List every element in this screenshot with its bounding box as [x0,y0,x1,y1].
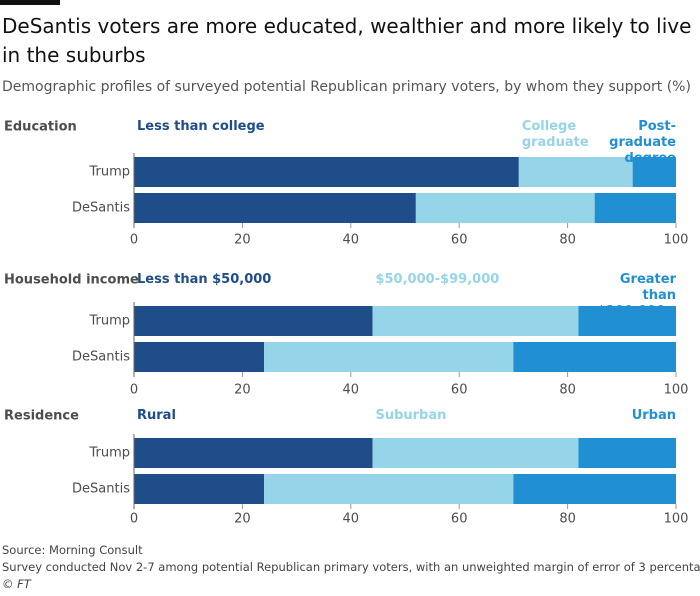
bar-segment [264,342,514,372]
x-tick-label: 0 [130,512,138,527]
bar-segment [415,193,595,223]
x-tick-label: 0 [130,383,138,398]
bar-segment [578,306,676,336]
x-tick-label: 80 [559,512,576,527]
bar-segment [134,438,373,468]
source: Source: Morning Consult [2,543,143,557]
legend-label: Greater than $100,000+ [596,272,677,319]
legend-label: Less than $50,000 [137,272,272,287]
bar-segment [134,474,265,504]
credit: © FT [2,577,31,591]
panel-title: Residence [4,409,79,424]
chart-title: DeSantis voters are more educated, wealt… [2,14,692,67]
legend-label: Suburban [375,408,447,423]
x-tick-label: 100 [664,233,689,248]
bar-segment [134,157,519,187]
panel-title: Education [4,120,77,135]
x-tick-label: 0 [130,233,138,248]
x-tick-label: 60 [451,233,468,248]
bar-segment [134,193,416,223]
bar-segment [372,438,579,468]
y-tick-label: Trump [88,446,130,461]
bar-segment [632,157,676,187]
legend-label: College graduate [521,119,589,150]
x-tick-label: 60 [451,512,468,527]
x-tick-label: 20 [234,383,251,398]
x-tick-label: 100 [664,383,689,398]
note: Survey conducted Nov 2-7 among potential… [2,560,700,574]
x-tick-label: 80 [559,383,576,398]
x-tick-label: 60 [451,383,468,398]
bar-segment [372,306,579,336]
bar-segment [578,438,676,468]
y-tick-label: Trump [88,314,130,329]
bar-segment [518,157,633,187]
x-tick-label: 20 [234,512,251,527]
legend-label: Rural [137,408,176,423]
y-tick-label: DeSantis [72,201,130,216]
y-tick-label: DeSantis [72,350,130,365]
bar-segment [264,474,514,504]
bar-segment [594,193,676,223]
bar-segment [134,306,373,336]
x-tick-label: 40 [343,383,360,398]
legend-label: Less than college [137,119,265,134]
y-tick-label: DeSantis [72,482,130,497]
legend-label: Post-graduate degree [609,119,676,166]
subtitle: Demographic profiles of surveyed potenti… [2,79,691,95]
legend-label: $50,000-$99,000 [375,272,500,287]
panel-title: Household income [4,273,139,288]
title-rule [0,0,60,5]
x-tick-label: 20 [234,233,251,248]
bar-segment [134,342,265,372]
x-tick-label: 100 [664,512,689,527]
bar-segment [513,342,676,372]
x-tick-label: 40 [343,512,360,527]
x-tick-label: 40 [343,233,360,248]
x-tick-label: 80 [559,233,576,248]
legend-label: Urban [631,408,676,423]
bar-segment [513,474,676,504]
y-tick-label: Trump [88,165,130,180]
